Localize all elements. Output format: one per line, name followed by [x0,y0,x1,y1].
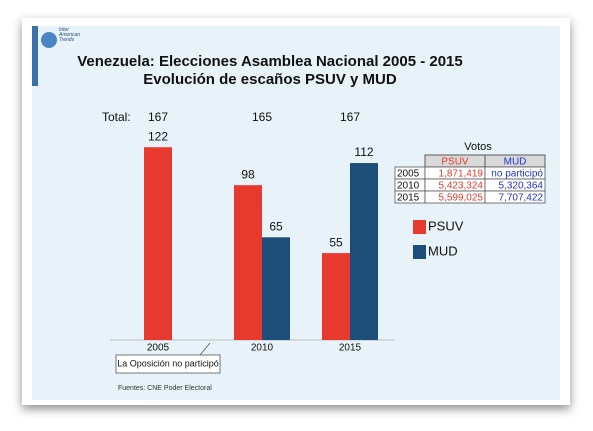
table-value: 7,707,422 [499,193,544,204]
chart-subtitle: Evolución de escaños PSUV y MUD [143,71,397,88]
legend-label: MUD [428,243,458,258]
source: Fuentes: CNE Poder Electoral [118,385,212,392]
x-tick-label: 2015 [339,343,362,354]
logo-line: Inter [59,27,69,33]
table-header: MUD [504,157,527,168]
table-value: no participó [491,169,543,180]
table-value: 2005 [397,169,420,180]
vote-table: PSUV MUD 2005 1,871,419 no participó 2010 5,42… [394,154,546,204]
data-label: 122 [148,129,168,143]
table-value: 5,599,025 [439,193,484,204]
data-label: 112 [354,145,373,159]
legend-label: PSUV [428,218,464,233]
total-label: 165 [252,110,272,124]
annotation: La Oposición no participó [117,358,219,368]
logo-text: Inter American Trends [58,27,80,43]
table-value: 2015 [397,193,420,204]
total-label: 167 [148,110,168,124]
chart-title: Venezuela: Elecciones Asamblea Nacional … [77,53,462,70]
logo-line: Trends [59,37,75,43]
bar [350,163,378,340]
bar [322,253,350,340]
x-tick-label: 2010 [251,343,274,354]
logo-line: American [58,32,80,38]
totals-label: Total: [102,110,131,124]
table-value: 5,423,324 [439,181,484,192]
legend-swatch [413,220,426,234]
table-value: 5,320,364 [499,181,544,192]
bar [262,237,290,340]
x-tick-label: 2005 [147,343,170,354]
panel [32,26,560,400]
data-label: 55 [329,235,343,249]
bar [144,147,172,340]
logo-bar [32,26,38,86]
table-title: Votos [464,141,492,153]
logo-globe [41,32,57,48]
annotation-line [199,342,211,356]
legend-swatch [413,245,426,259]
data-label: 98 [241,167,255,181]
total-label: 167 [340,110,360,124]
data-label: 65 [269,219,283,233]
annotation-box [115,354,221,374]
table-cell [484,190,546,204]
table-header: PSUV [441,157,469,168]
table-value: 2010 [397,181,420,192]
table-value: 1,871,419 [439,169,484,180]
bar [234,185,262,340]
